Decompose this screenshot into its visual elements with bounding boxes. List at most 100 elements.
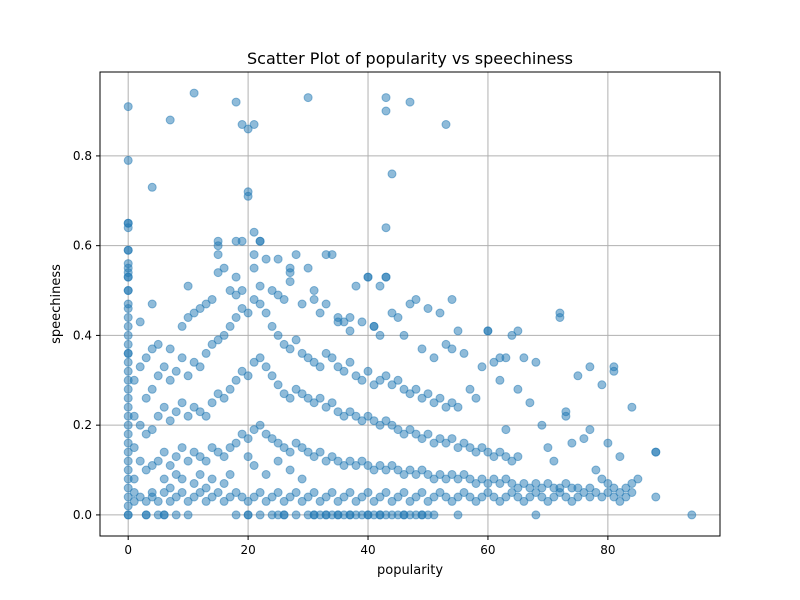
data-point (141, 496, 151, 506)
data-point (495, 447, 505, 457)
data-point (273, 438, 283, 448)
data-point (513, 452, 523, 462)
data-point (351, 496, 361, 506)
data-point (393, 375, 403, 385)
data-point (585, 425, 595, 435)
data-point (195, 452, 205, 462)
data-point (573, 492, 583, 502)
data-point (255, 299, 265, 309)
data-point (189, 308, 199, 318)
data-point (387, 308, 397, 318)
data-point (423, 389, 433, 399)
data-point (159, 362, 169, 372)
data-point (345, 313, 355, 322)
data-point (297, 389, 307, 399)
data-point (249, 492, 259, 502)
data-point (495, 375, 505, 385)
data-point (435, 308, 445, 318)
data-point (411, 384, 421, 394)
data-point (333, 362, 343, 372)
data-point (627, 402, 637, 412)
data-point (387, 461, 397, 470)
data-point (555, 483, 565, 493)
data-point (279, 510, 289, 520)
data-point (375, 492, 385, 502)
data-point (231, 97, 241, 107)
data-point (309, 488, 319, 497)
data-point (213, 250, 223, 260)
x-tick-label: 20 (240, 543, 255, 557)
data-point (603, 479, 613, 488)
data-point (237, 366, 247, 376)
data-point (423, 429, 433, 439)
y-tick-label: 0.6 (73, 239, 92, 253)
data-point (123, 259, 133, 269)
data-point (261, 362, 271, 372)
data-point (213, 335, 223, 345)
data-point (435, 488, 445, 497)
data-point (303, 353, 313, 363)
data-point (507, 456, 517, 466)
data-point (219, 496, 229, 506)
data-point (141, 393, 151, 403)
data-point (285, 393, 295, 403)
data-point (207, 295, 217, 304)
data-point (435, 470, 445, 479)
data-point (261, 496, 271, 506)
data-point (213, 241, 223, 251)
data-point (321, 510, 331, 520)
data-point (345, 357, 355, 367)
data-point (339, 411, 349, 421)
data-point (231, 272, 241, 282)
data-point (225, 470, 235, 479)
x-tick-label: 80 (600, 543, 615, 557)
data-point (471, 496, 481, 506)
data-point (273, 254, 283, 264)
data-point (165, 375, 175, 385)
data-point (405, 496, 415, 506)
data-point (315, 308, 325, 318)
data-point (501, 425, 511, 435)
data-point (651, 447, 661, 457)
data-point (369, 321, 379, 331)
data-point (441, 339, 451, 349)
y-axis-ticks: 0.0 0.2 0.4 0.6 0.8 (73, 149, 100, 522)
data-point (399, 330, 409, 340)
data-point (405, 389, 415, 399)
data-point (489, 357, 499, 367)
data-point (141, 510, 151, 520)
data-point (177, 488, 187, 497)
data-point (171, 510, 181, 520)
data-point (243, 124, 253, 134)
x-tick-label: 60 (480, 543, 495, 557)
data-point (627, 479, 637, 488)
data-point (549, 456, 559, 466)
chart-title: Scatter Plot of popularity vs speechines… (247, 49, 573, 68)
data-point (123, 155, 133, 165)
data-point (561, 407, 571, 417)
data-point (231, 290, 241, 300)
data-point (399, 429, 409, 439)
data-point (363, 488, 373, 497)
data-point (189, 402, 199, 412)
data-point (333, 456, 343, 466)
data-point (183, 456, 193, 466)
data-point (513, 492, 523, 502)
data-point (447, 344, 457, 354)
data-point (123, 384, 133, 394)
data-point (591, 488, 601, 497)
data-point (351, 461, 361, 470)
data-point (141, 353, 151, 363)
data-point (555, 308, 565, 318)
data-point (441, 474, 451, 484)
data-point (381, 106, 391, 116)
data-point (129, 443, 139, 453)
data-point (627, 488, 637, 497)
data-point (387, 169, 397, 179)
x-axis-ticks: 0 20 40 60 80 (124, 536, 616, 557)
data-point (405, 299, 415, 309)
data-point (189, 492, 199, 502)
data-point (123, 447, 133, 457)
data-point (159, 510, 169, 520)
data-point (579, 488, 589, 497)
